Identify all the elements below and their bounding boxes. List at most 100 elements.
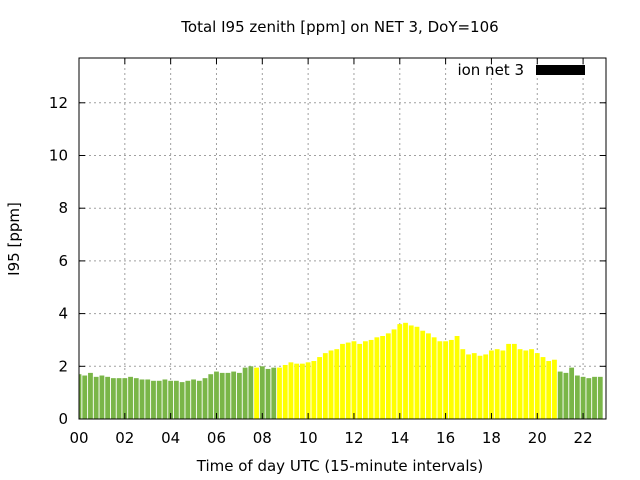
x-tick-label: 10: [299, 429, 318, 447]
bar: [363, 341, 368, 419]
bar: [592, 376, 597, 419]
bar: [277, 367, 282, 419]
y-tick-label: 0: [58, 410, 68, 428]
bar: [242, 367, 248, 419]
x-tick-label: 14: [390, 429, 409, 447]
bar: [179, 382, 185, 419]
bar: [219, 372, 225, 419]
bar: [534, 353, 540, 419]
x-tick-label: 22: [574, 429, 593, 447]
y-tick-label: 6: [58, 252, 68, 270]
bar: [254, 367, 259, 419]
bar: [483, 354, 489, 419]
x-tick-label: 04: [161, 429, 180, 447]
bar: [443, 341, 449, 419]
bar: [523, 350, 529, 419]
bars: [79, 322, 603, 419]
bar: [385, 333, 391, 419]
bar: [489, 350, 494, 419]
bar: [403, 322, 408, 419]
y-tick-label: 12: [49, 94, 68, 112]
bar: [580, 376, 586, 419]
bar: [540, 357, 546, 419]
bar: [265, 368, 271, 419]
x-tick-label: 20: [528, 429, 547, 447]
bar: [168, 380, 174, 419]
x-tick-label: 02: [115, 429, 134, 447]
bar: [569, 367, 575, 419]
bar: [408, 325, 414, 419]
bar: [466, 354, 471, 419]
bar: [597, 376, 603, 419]
bar: [420, 330, 426, 419]
bar: [460, 349, 466, 419]
plot-frame: [78, 57, 607, 420]
bar: [471, 353, 477, 419]
bar: [357, 343, 363, 419]
bar: [110, 378, 116, 419]
bar: [334, 349, 340, 419]
bar: [311, 361, 317, 419]
bar: [586, 378, 592, 419]
bar: [214, 371, 219, 419]
bar: [477, 355, 483, 419]
bar: [82, 375, 88, 419]
bar: [202, 378, 208, 419]
bar: [133, 378, 139, 419]
bar: [288, 362, 294, 419]
bar: [208, 374, 214, 419]
bar: [351, 341, 357, 419]
y-tick-label: 2: [58, 357, 68, 375]
y-axis-label: I95 [ppm]: [5, 202, 23, 276]
bar: [259, 366, 265, 419]
bar: [271, 367, 277, 419]
bar: [380, 335, 386, 419]
bar: [511, 343, 517, 419]
bar: [139, 379, 145, 419]
y-tick-label: 8: [58, 199, 68, 217]
bar: [431, 337, 437, 419]
bar: [225, 372, 231, 419]
x-tick-label: 08: [253, 429, 272, 447]
bar: [317, 357, 322, 419]
y-tick-label: 10: [49, 146, 68, 164]
bar: [88, 372, 93, 419]
bar: [454, 335, 460, 419]
bar: [105, 376, 111, 419]
bar: [93, 376, 99, 419]
bar: [574, 375, 580, 419]
bar: [391, 329, 397, 419]
bar: [517, 349, 523, 419]
bar: [185, 380, 191, 419]
bar: [236, 372, 242, 419]
x-tick-label: 00: [69, 429, 88, 447]
bar: [282, 364, 288, 419]
x-tick-label: 18: [482, 429, 501, 447]
legend-label: ion net 3: [457, 61, 524, 79]
bar: [145, 379, 151, 419]
bar: [563, 372, 569, 419]
bar: [122, 378, 128, 419]
bar: [557, 371, 563, 419]
y-tick-label: 4: [58, 305, 68, 323]
bar: [173, 380, 179, 419]
x-tick-label: 12: [344, 429, 363, 447]
bar: [128, 376, 133, 419]
x-tick-label: 06: [207, 429, 226, 447]
bar: [294, 363, 300, 419]
bar: [448, 339, 454, 419]
x-tick-label: 16: [436, 429, 455, 447]
x-axis-label: Time of day UTC (15-minute intervals): [196, 457, 483, 475]
bar: [506, 343, 512, 419]
bar: [162, 379, 168, 419]
bar: [437, 341, 443, 419]
bar: [151, 380, 156, 419]
bar: [494, 349, 500, 419]
chart-title: Total I95 zenith [ppm] on NET 3, DoY=106: [180, 18, 498, 36]
bar: [500, 350, 506, 419]
bar: [231, 371, 237, 419]
bar: [414, 326, 420, 419]
